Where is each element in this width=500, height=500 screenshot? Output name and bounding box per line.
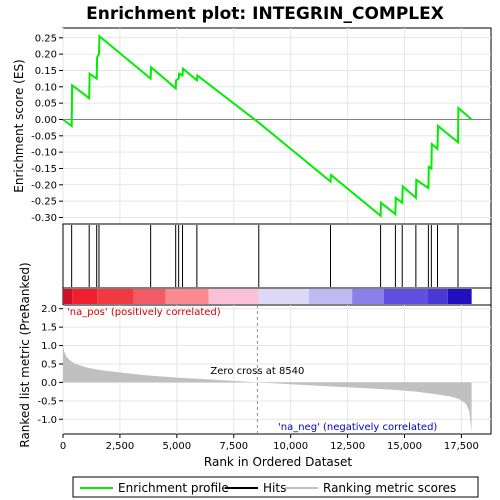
es-tick-label: -0.20 <box>31 180 57 191</box>
color-bar-segment <box>427 289 448 304</box>
es-tick-label: -0.05 <box>31 131 57 142</box>
es-tick-label: 0.05 <box>35 99 57 110</box>
hit-markers <box>71 225 459 287</box>
es-tick-label: -0.15 <box>31 164 57 175</box>
hits-panel <box>62 223 492 289</box>
zero-cross-label: Zero cross at 8540 <box>210 366 304 377</box>
enrichment-profile-line <box>62 34 473 218</box>
color-bar-segment <box>352 289 384 304</box>
rank-tick-label: -0.5 <box>37 396 57 407</box>
es-tick-label: 0.00 <box>35 115 57 126</box>
rank-y-axis-label: Ranked list metric (PreRanked) <box>18 262 32 447</box>
es-tick-label: 0.25 <box>35 33 57 44</box>
color-bar-segment <box>258 289 309 304</box>
es-tick-label: -0.30 <box>31 213 57 224</box>
legend-label-hits: Hits <box>263 481 286 495</box>
rank-tick-label: 1.0 <box>41 341 57 352</box>
x-tick-label: 15,000 <box>387 441 422 452</box>
x-tick-label: 10,000 <box>273 441 308 452</box>
es-y-ticks: -0.30 -0.25 -0.20 -0.15 -0.10 -0.05 0.00 0.05 0.… <box>31 33 63 224</box>
x-tick-label: 17,500 <box>444 441 479 452</box>
negative-correlation-label: 'na_neg' (negatively correlated) <box>278 422 437 433</box>
rank-tick-label: 2.0 <box>41 304 57 315</box>
es-tick-label: -0.10 <box>31 148 57 159</box>
color-bar-segment <box>97 289 134 304</box>
color-bar-segment <box>208 289 259 304</box>
chart-title: Enrichment plot: INTEGRIN_COMPLEX <box>86 4 444 24</box>
legend-frame <box>72 476 479 498</box>
rank-tick-label: 0.0 <box>41 378 57 389</box>
es-plot-frame <box>62 27 492 225</box>
x-tick-label: 0 <box>60 441 66 452</box>
color-bar-segment <box>133 289 166 304</box>
es-tick-label: 0.10 <box>35 82 57 93</box>
color-bar-segment <box>384 289 428 304</box>
color-bar-segment <box>165 289 209 304</box>
rank-color-bar <box>62 287 492 306</box>
legend-label-enrichment: Enrichment profile <box>118 481 229 495</box>
rank-tick-label: -1.0 <box>37 415 57 426</box>
color-bar-segments <box>63 289 472 304</box>
rank-plot-frame <box>62 304 492 435</box>
es-gridlines <box>62 28 491 224</box>
es-tick-label: 0.20 <box>35 50 57 61</box>
x-tick-label: 7,500 <box>219 441 248 452</box>
rank-x-ticks: 0 2,500 5,000 7,500 10,000 12,500 15,000 17,500 <box>60 434 479 452</box>
rank-tick-label: 1.5 <box>41 323 57 334</box>
x-tick-label: 2,500 <box>106 441 135 452</box>
rank-tick-label: 0.5 <box>41 359 57 370</box>
color-bar-segment <box>447 289 472 304</box>
ranking-metric-area <box>63 343 472 433</box>
x-tick-label: 12,500 <box>330 441 365 452</box>
es-tick-label: -0.25 <box>31 197 57 208</box>
es-tick-label: 0.15 <box>35 66 57 77</box>
color-bar-segment <box>72 289 98 304</box>
color-bar-segment <box>308 289 353 304</box>
color-bar-segment <box>63 289 73 304</box>
rank-y-ticks: -1.0 -0.5 0.0 0.5 1.0 1.5 2.0 <box>37 304 63 426</box>
es-y-axis-label: Enrichment score (ES) <box>12 59 26 192</box>
rank-x-axis-label: Rank in Ordered Dataset <box>204 455 352 469</box>
enrichment-score-panel: -0.30 -0.25 -0.20 -0.15 -0.10 -0.05 0.00 0.05 0.… <box>12 27 492 225</box>
positive-correlation-label: 'na_pos' (positively correlated) <box>67 307 221 318</box>
ranked-metric-panel: Zero cross at 8540 'na_pos' (positively … <box>18 262 492 469</box>
legend: Enrichment profile Hits Ranking metric s… <box>72 476 479 498</box>
x-tick-label: 5,000 <box>163 441 192 452</box>
legend-label-metric: Ranking metric scores <box>323 481 456 495</box>
hits-frame <box>62 223 492 289</box>
